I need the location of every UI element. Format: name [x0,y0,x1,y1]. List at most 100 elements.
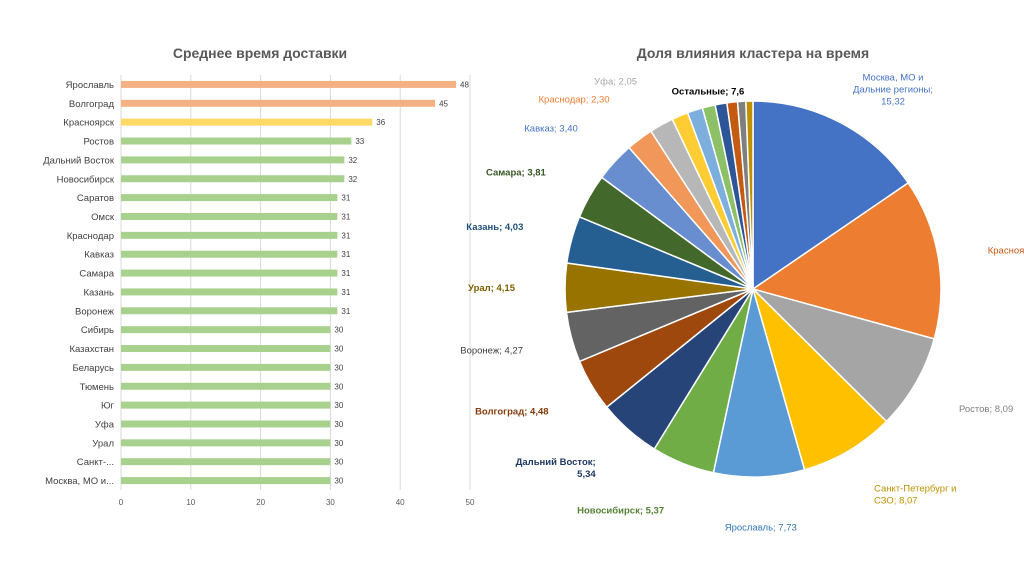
x-tick-label: 40 [396,498,405,507]
pie-slice-label: Уфа; 2,05 [594,77,637,88]
bar-value-label: 31 [341,194,350,203]
x-tick-label: 20 [256,498,265,507]
pie-slice-label: Ярославль; 7,73 [725,522,797,533]
pie-slice-label: Красноярск; 13,69 [988,245,1024,256]
bar-value-label: 30 [334,458,343,467]
bar-value-label: 32 [348,156,357,165]
pie-slice-label: Остальные; 7,6 [672,87,745,98]
category-label: Саратов [77,193,114,204]
pie-slice-label: Урал; 4,15 [468,283,516,294]
bar-value-label: 31 [341,231,350,240]
bar-value-label: 30 [334,420,343,429]
bar-value-label: 36 [376,118,385,127]
pie-label-line: Остальные; 7,6 [672,87,745,98]
pie-slice [750,287,936,423]
category-label: Сибирь [81,325,114,336]
bar [121,420,331,428]
category-label: Омск [91,212,115,223]
bar-value-label: 45 [439,99,448,108]
bar [121,458,331,466]
bar-x-axis: 0 10 20 30 40 50 [119,498,475,507]
category-label: Урал [92,438,114,449]
bar [121,250,338,258]
x-tick-label: 50 [466,498,475,507]
pie-label-line: Уфа; 2,05 [594,77,637,88]
pie-label-line: Волгоград; 4,48 [475,406,548,417]
bar-value-label: 30 [334,382,343,391]
category-label: Самара [79,269,114,280]
pie-slice-label: Кавказ; 3,40 [524,123,578,134]
pie-label-line: Кавказ; 3,40 [524,123,578,134]
bar [121,137,352,145]
bar [121,363,331,371]
category-label: Москва, МО и... [45,476,114,487]
pie-label-line: Самара; 3,81 [486,167,547,178]
pie-slice-label: Санкт-Петербург и СЗО; 8,07 [874,483,956,506]
category-label: Новосибирск [57,174,115,185]
pie-label-line: Урал; 4,15 [468,283,516,294]
bar-chart-title: Среднее время доставки [173,45,347,61]
pie-label-line: Дальние регионы; [853,85,933,96]
pie-label-line: 15,32 [881,97,905,108]
pie-slice [752,100,910,291]
pie-label-line: Казань; 4,03 [466,222,523,233]
pie-label-line: Дальний Восток; [516,457,596,468]
bar-value-label: 30 [334,401,343,410]
pie-slice [751,181,942,340]
category-label: Беларусь [72,363,114,374]
bar-value-label: 31 [341,250,350,259]
pie-label-line: Воронеж; 4,27 [460,346,523,357]
bar [121,307,338,315]
category-label: Краснодар [67,231,114,242]
pie-slice-label: Дальний Восток; 5,34 [516,457,597,480]
pie-slice-label: Новосибирск; 5,37 [577,505,664,516]
pie-slice [745,100,754,290]
category-label: Юг [101,401,115,412]
category-label: Дальний Восток [43,155,115,166]
bar [121,401,331,409]
category-label: Тюмень [80,382,114,393]
pie-labels: Москва, МО и Дальние регионы; 15,32 Красноя… [460,73,1024,534]
bar [121,439,331,447]
bar-value-label: 31 [341,212,350,221]
bar-value-label: 31 [341,269,350,278]
pie-label-line: Новосибирск; 5,37 [577,505,664,516]
bar [121,382,331,390]
bar [121,156,345,164]
pie-slice [751,286,888,471]
category-label: Кавказ [84,250,114,261]
category-label: Красноярск [63,118,115,129]
bar [121,231,338,239]
bar-gridlines [120,75,471,490]
bar-value-label: 30 [334,363,343,372]
pie-slice-label: Краснодар; 2,30 [539,95,610,106]
pie-chart: Доля влияния кластера на время Москва, М… [460,45,1024,533]
pie-slice-label: Казань; 4,03 [466,222,523,233]
bar [121,118,373,126]
pie-slice-label: Воронеж; 4,27 [460,346,523,357]
category-label: Ростов [83,137,114,148]
bar-value-label: 30 [334,439,343,448]
bar-value-label: 33 [355,137,364,146]
x-tick-label: 10 [186,498,195,507]
bar-value-label: 31 [341,288,350,297]
pie-slice-label: Волгоград; 4,48 [475,406,548,417]
bar-value-label: 32 [348,175,357,184]
bar [121,194,338,202]
pie-label-line: Краснодар; 2,30 [539,95,610,106]
pie-slice-label: Москва, МО и Дальние регионы; 15,32 [853,73,933,108]
pie-label-line: 5,34 [577,469,596,480]
pie-label-line: Красноярск; 13,69 [988,245,1024,256]
category-label: Казань [83,287,114,298]
bar [121,477,331,485]
bar-value-label: 48 [460,80,469,89]
bar [121,175,345,183]
category-label: Волгоград [69,99,115,110]
bar-value-label: 30 [334,345,343,354]
bar-value-label: 30 [334,326,343,335]
pie-slices [564,100,942,478]
pie-slice [712,288,806,478]
category-label: Ярославль [66,80,114,91]
category-label: Казахстан [69,344,114,355]
